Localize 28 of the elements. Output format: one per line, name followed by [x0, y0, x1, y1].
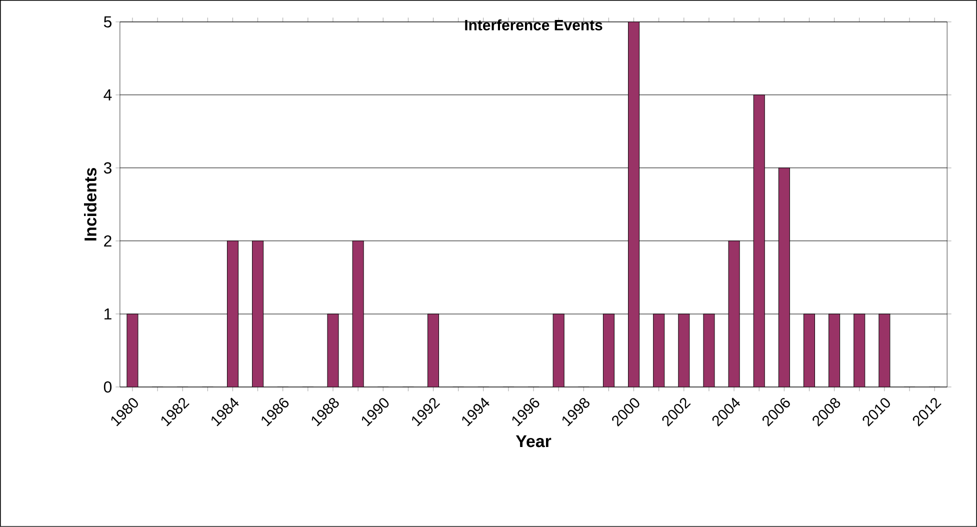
bar	[803, 314, 815, 388]
y-tick-label: 2	[104, 235, 112, 247]
bar	[428, 314, 440, 388]
bar	[653, 314, 665, 388]
y-tick-label: 4	[104, 89, 112, 100]
bar	[252, 240, 264, 388]
y-tick-label: 1	[104, 308, 112, 320]
bar	[703, 314, 715, 388]
bar	[878, 314, 890, 388]
bar	[828, 314, 840, 388]
x-axis-title: Year	[516, 435, 552, 448]
bar	[602, 314, 614, 388]
bar	[126, 314, 138, 388]
bar	[226, 240, 238, 388]
bar	[552, 314, 564, 388]
y-tick-label: 5	[104, 16, 112, 28]
bar	[728, 240, 740, 388]
y-tick-label: 3	[104, 162, 112, 174]
bar	[778, 168, 790, 388]
bar	[753, 94, 765, 388]
chart-title: Interference Events	[465, 19, 602, 30]
bar	[628, 22, 640, 388]
bar	[854, 314, 866, 388]
y-tick-label: 0	[104, 381, 112, 393]
bar	[352, 240, 364, 388]
y-axis-title: Incidents	[84, 168, 96, 241]
bar	[678, 314, 690, 388]
bar	[327, 314, 339, 388]
